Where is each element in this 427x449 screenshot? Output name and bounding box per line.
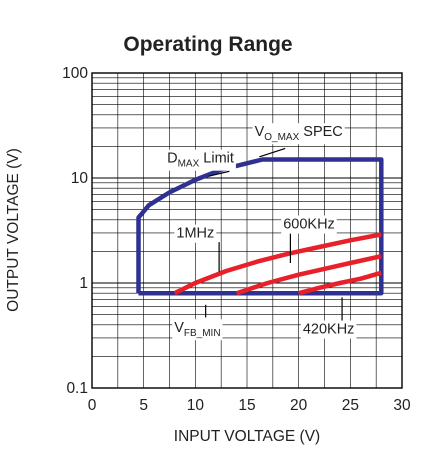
x-tick-label: 25 (342, 397, 359, 414)
y-tick-label: 1 (79, 275, 88, 292)
annotation-label-background (252, 123, 345, 145)
annotation-label-background (172, 319, 223, 341)
annotation-label-background (281, 215, 337, 234)
annotation-label: DMAX Limit (167, 151, 234, 170)
plot-series (136, 157, 384, 296)
annotation-label-background (300, 320, 357, 339)
operating-range-boundary-line (136, 157, 384, 296)
frequency-curve-2 (235, 254, 382, 296)
annotation-label: VFB_MIN (174, 320, 220, 339)
annotation-label-background (165, 149, 236, 171)
x-tick-label: 20 (290, 397, 308, 414)
y-tick-label: 0.1 (66, 380, 88, 397)
plot-frame (91, 72, 403, 389)
x-tick-label: 30 (393, 397, 411, 414)
annotation-label: 600KHz (283, 217, 335, 233)
y-tick-label: 10 (71, 170, 89, 187)
annotation-label: VO_MAX SPEC (255, 124, 343, 143)
frequency-curve-3 (298, 270, 382, 296)
annotation-label-background (174, 224, 217, 243)
chart-title: Operating Range (123, 33, 292, 56)
frequency-curve-1 (173, 232, 382, 296)
annotation-leader-line (208, 170, 230, 177)
axis-tick-labels: 0 5 10 15 20 25 30 0.1 1 10 100 (62, 65, 411, 414)
annotation-label: 420KHz (303, 322, 355, 338)
y-tick-label: 100 (62, 65, 88, 82)
annotation-leader-line (259, 147, 286, 158)
x-tick-label: 5 (139, 397, 148, 414)
x-tick-label: 15 (238, 397, 255, 414)
annotation-label: 1MHz (176, 226, 214, 242)
x-axis-label: INPUT VOLTAGE (V) (174, 428, 320, 445)
x-tick-label: 0 (88, 397, 97, 414)
plot-annotations: DMAX Limit VO_MAX SPEC 1MHz 600KHz VFB_MIN 42… (165, 123, 357, 341)
y-axis-label: OUTPUT VOLTAGE (V) (5, 148, 22, 312)
x-tick-label: 10 (187, 397, 205, 414)
